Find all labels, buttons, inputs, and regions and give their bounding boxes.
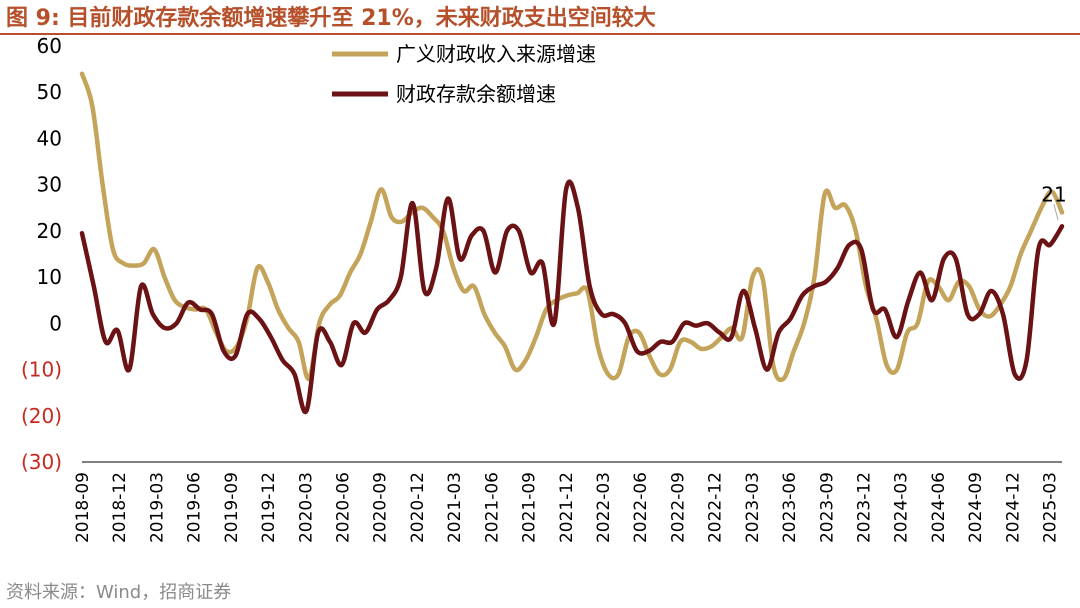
- x-tick-label: 2024-12: [1003, 472, 1023, 543]
- x-tick-label: 2023-09: [817, 472, 837, 543]
- y-tick-label: 10: [37, 265, 62, 289]
- x-tick-label: 2021-03: [445, 472, 465, 543]
- y-tick-label: (10): [21, 358, 62, 382]
- x-tick-label: 2019-12: [259, 472, 279, 543]
- source-note: 资料来源：Wind，招商证券: [6, 582, 232, 603]
- legend-item-fiscal-revenue-label: 广义财政收入来源增速: [396, 42, 596, 66]
- y-tick-label: 20: [37, 219, 62, 243]
- x-tick-label: 2022-12: [706, 472, 726, 543]
- x-tick-label: 2020-03: [296, 472, 316, 543]
- x-tick-label: 2018-09: [73, 472, 93, 543]
- title-rule: [0, 33, 1080, 35]
- series-line-fiscal-deposit: [79, 179, 1065, 415]
- x-tick-label: 2022-03: [594, 472, 614, 543]
- x-tick-label: 2018-12: [110, 472, 130, 543]
- x-tick-label: 2019-06: [185, 472, 205, 543]
- x-tick-label: 2019-09: [222, 472, 242, 543]
- y-tick-label: 0: [49, 311, 62, 335]
- x-tick-label: 2020-12: [408, 472, 428, 543]
- legend-item-fiscal-deposit-label: 财政存款余额增速: [396, 82, 556, 106]
- x-tick-label: 2021-06: [482, 472, 502, 543]
- x-tick-label: 2021-12: [557, 472, 577, 543]
- x-tick-label: 2023-12: [855, 472, 875, 543]
- x-tick-label: 2023-03: [743, 472, 763, 543]
- y-tick-label: (20): [21, 404, 62, 428]
- x-tick-label: 2020-09: [371, 472, 391, 543]
- annotation-label: 21: [1041, 182, 1066, 206]
- y-tick-label: (30): [21, 450, 62, 474]
- x-tick-label: 2022-06: [631, 472, 651, 543]
- x-tick-label: 2022-09: [668, 472, 688, 543]
- x-tick-label: 2021-09: [520, 472, 540, 543]
- y-tick-label: 60: [37, 34, 62, 58]
- y-tick-label: 30: [37, 173, 62, 197]
- x-tick-label: 2025-03: [1041, 472, 1061, 543]
- x-tick-label: 2020-06: [334, 472, 354, 543]
- x-tick-label: 2024-06: [929, 472, 949, 543]
- figure-title: 图 9: 目前财政存款余额增速攀升至 21%，未来财政支出空间较大: [6, 6, 656, 31]
- series-line-fiscal-revenue: [79, 71, 1065, 383]
- x-tick-label: 2024-03: [892, 472, 912, 543]
- annotation-leader: [1053, 204, 1059, 221]
- x-tick-label: 2024-09: [966, 472, 986, 543]
- y-tick-label: 50: [37, 80, 62, 104]
- y-tick-label: 40: [37, 126, 62, 150]
- x-tick-label: 2023-06: [780, 472, 800, 543]
- x-tick-label: 2019-03: [147, 472, 167, 543]
